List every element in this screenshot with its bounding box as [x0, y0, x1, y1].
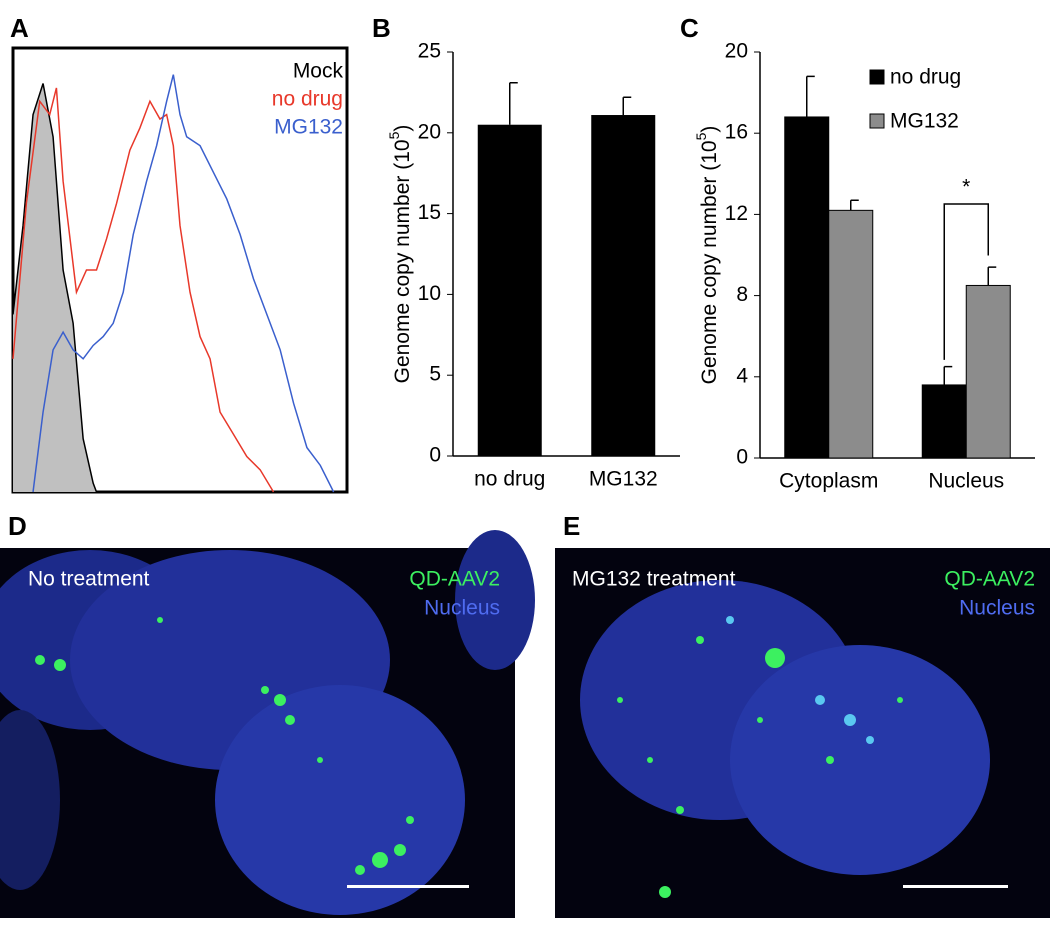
- y-tick-label: 20: [418, 120, 441, 143]
- line: [32, 74, 335, 493]
- legend-swatch: [869, 113, 885, 129]
- channel-label: Nucleus: [959, 597, 1035, 620]
- panel-letter: E: [563, 511, 580, 541]
- y-axis-label-part: 5: [386, 131, 402, 139]
- error-bar: [509, 81, 518, 125]
- y-tick-label: 8: [736, 283, 748, 306]
- panel-letter: D: [8, 511, 27, 541]
- panel-letter: C: [680, 13, 699, 43]
- bar: [477, 124, 542, 456]
- y-axis-label-part: Genome copy number (10: [391, 139, 414, 383]
- legend-label: no drug: [272, 88, 343, 111]
- line: [12, 83, 98, 493]
- legend-label: Mock: [293, 60, 344, 83]
- panel-letter: A: [10, 13, 29, 43]
- y-tick-label: 25: [418, 40, 441, 63]
- y-axis-label: Genome copy number (105): [386, 125, 414, 384]
- area: [13, 83, 97, 493]
- bar: [828, 209, 874, 459]
- y-axis-label-part: Genome copy number (10: [698, 140, 721, 384]
- error-bar: [850, 199, 859, 211]
- y-tick-label: 0: [736, 446, 748, 469]
- micrograph: [555, 548, 1050, 918]
- y-tick-label: 4: [736, 364, 748, 387]
- y-tick-label: 16: [725, 121, 748, 144]
- bar: [591, 115, 656, 457]
- panel-letter: B: [372, 13, 391, 43]
- micrograph: [0, 530, 535, 918]
- line: [12, 87, 275, 493]
- y-tick-label: 0: [429, 444, 441, 467]
- y-axis-label: Genome copy number (105): [693, 126, 721, 385]
- bar: [921, 384, 967, 459]
- annotation: *: [962, 176, 970, 199]
- error-bar: [943, 365, 953, 385]
- panel-frame: [11, 46, 349, 494]
- x-tick-label: Nucleus: [928, 470, 1004, 493]
- error-bar: [622, 96, 632, 116]
- y-tick-label: 20: [725, 40, 748, 63]
- significance-bracket: [943, 203, 989, 360]
- error-bar: [806, 75, 815, 117]
- x-tick-label: no drug: [474, 468, 545, 491]
- y-tick-label: 15: [418, 201, 441, 224]
- channel-label: QD-AAV2: [944, 568, 1035, 591]
- y-axis-label-part: ): [391, 125, 414, 132]
- legend-swatch: [869, 69, 885, 85]
- y-tick-label: 12: [725, 202, 748, 225]
- x-tick-label: MG132: [589, 468, 658, 491]
- caption: No treatment: [28, 568, 150, 591]
- legend-label: no drug: [890, 66, 961, 89]
- y-tick-label: 10: [418, 282, 441, 305]
- legend-label: MG132: [890, 110, 959, 133]
- y-axis-label-part: 5: [693, 132, 709, 140]
- caption: MG132 treatment: [572, 568, 736, 591]
- channel-label: QD-AAV2: [409, 568, 500, 591]
- y-axis-label-part: ): [698, 126, 721, 133]
- bar: [965, 284, 1011, 459]
- legend-label: MG132: [274, 116, 343, 139]
- y-tick-label: 5: [429, 363, 441, 386]
- bar: [784, 116, 830, 459]
- error-bar: [987, 266, 997, 286]
- x-tick-label: Cytoplasm: [779, 470, 878, 493]
- channel-label: Nucleus: [424, 597, 500, 620]
